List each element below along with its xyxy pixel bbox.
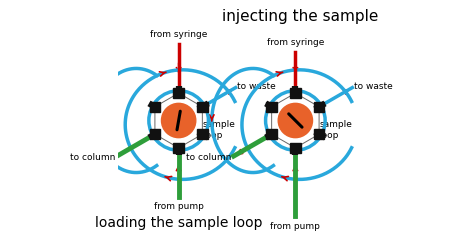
Bar [266, 101, 277, 112]
Text: loading the sample loop: loading the sample loop [95, 216, 263, 230]
Bar [314, 101, 324, 112]
Circle shape [162, 103, 196, 138]
Text: to column: to column [186, 153, 232, 162]
Bar [173, 143, 184, 153]
Text: from pump: from pump [154, 202, 203, 211]
Bar [290, 88, 301, 98]
Text: to waste: to waste [354, 82, 393, 91]
Bar [150, 129, 160, 140]
Bar [266, 129, 277, 140]
Bar [197, 101, 208, 112]
Bar [290, 143, 301, 153]
Text: from syringe: from syringe [150, 30, 207, 39]
Bar [197, 129, 208, 140]
Circle shape [278, 103, 312, 138]
Bar [314, 129, 324, 140]
Text: sample
loop: sample loop [203, 120, 236, 140]
Text: from pump: from pump [271, 221, 320, 230]
Bar [173, 88, 184, 98]
Bar [150, 101, 160, 112]
Text: sample
loop: sample loop [319, 120, 353, 140]
Text: injecting the sample: injecting the sample [222, 8, 378, 24]
Text: to column: to column [70, 153, 115, 162]
Text: to waste: to waste [237, 82, 276, 91]
Text: from syringe: from syringe [267, 38, 324, 47]
